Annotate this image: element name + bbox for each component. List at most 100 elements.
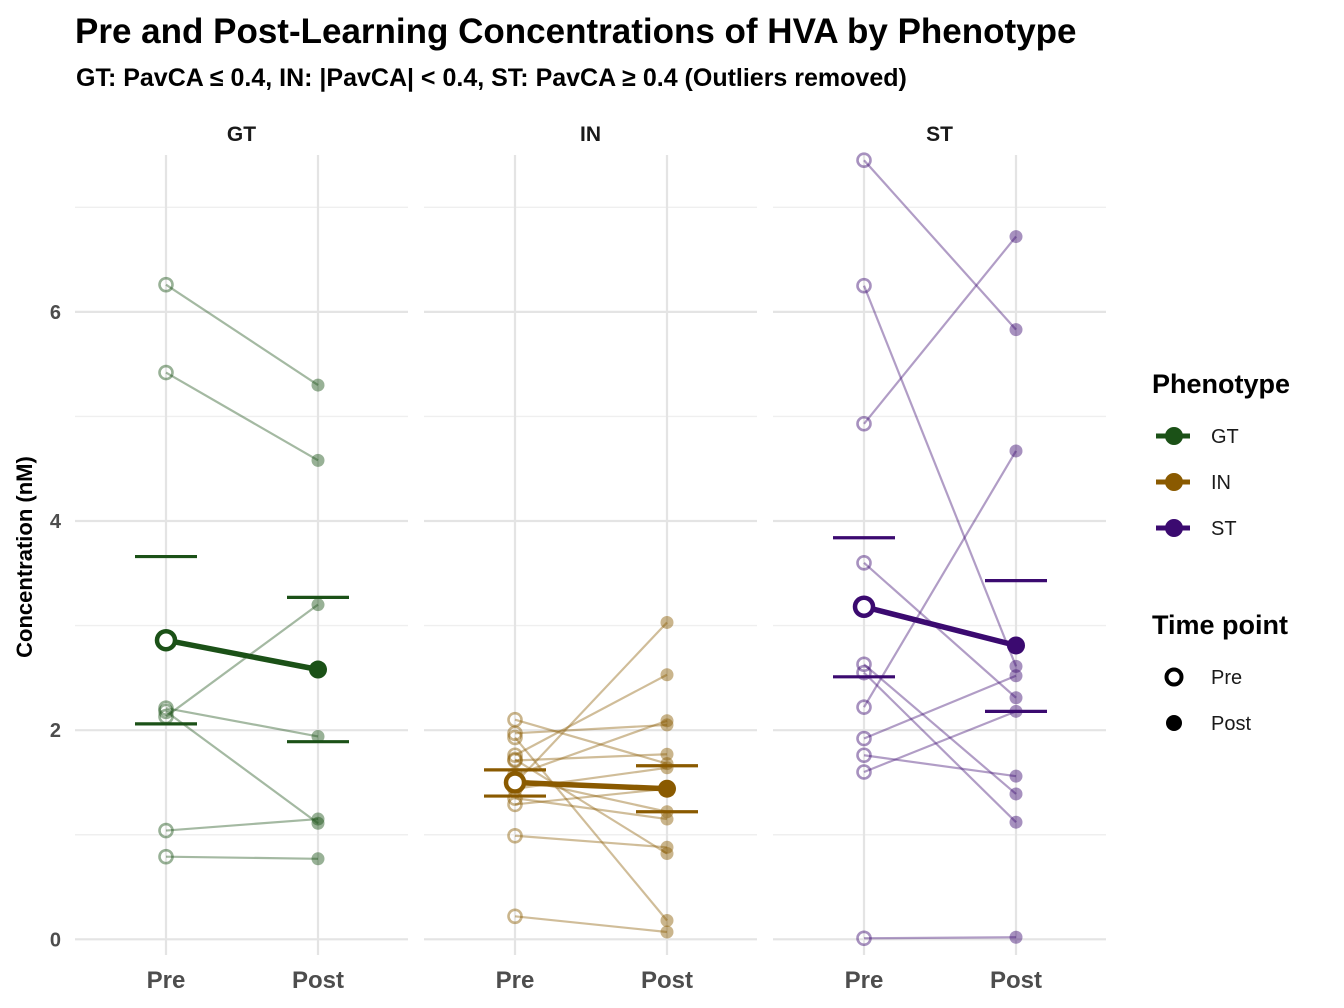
pre-point — [507, 751, 523, 768]
subject-line — [863, 674, 1017, 740]
pre-point — [507, 711, 523, 728]
facet-panel-in: IN Pre Post — [424, 123, 757, 994]
post-point — [1009, 669, 1023, 683]
subject-line — [863, 936, 1017, 940]
post-point — [311, 598, 325, 612]
subject-line — [165, 707, 319, 738]
post-point — [660, 615, 674, 629]
pre-point — [856, 152, 872, 169]
subject-line — [165, 817, 319, 832]
facet-label: IN — [580, 123, 601, 146]
facet-label: ST — [926, 123, 953, 146]
pre-point — [158, 822, 174, 839]
post-point — [660, 812, 674, 826]
subject-line — [514, 736, 668, 922]
subject-line — [165, 603, 319, 718]
post-point — [311, 453, 325, 467]
legend-label: Post — [1211, 713, 1251, 735]
pre-point — [158, 364, 174, 381]
chart-title: Pre and Post-Learning Concentrations of … — [75, 12, 1077, 51]
pre-point — [158, 276, 174, 293]
subject-line — [514, 753, 668, 762]
pre-point — [856, 656, 872, 673]
x-tick-label: Pre — [845, 967, 884, 994]
post-point — [311, 852, 325, 866]
pre-point — [158, 848, 174, 865]
mean-pre-point — [852, 595, 876, 619]
subject-line — [863, 671, 1017, 823]
post-point — [1009, 815, 1023, 829]
post-point — [660, 840, 674, 854]
subject-line — [862, 285, 1018, 667]
y-tick-label: 4 — [50, 511, 62, 533]
y-tick-label: 0 — [50, 929, 61, 951]
post-point — [660, 925, 674, 939]
subject-line — [165, 371, 319, 462]
subject-line — [863, 710, 1017, 774]
legend-title-phenotype: Phenotype — [1152, 369, 1290, 399]
subject-line — [514, 758, 668, 855]
post-point — [1009, 769, 1023, 783]
legend-key-point — [1165, 473, 1183, 491]
chart-subtitle: GT: PavCA ≤ 0.4, IN: |PavCA| < 0.4, ST: … — [76, 64, 907, 92]
mean-line — [514, 779, 668, 792]
facet-label: GT — [227, 123, 256, 146]
subject-line — [514, 673, 668, 757]
post-point — [1009, 323, 1023, 337]
subject-line — [514, 797, 668, 821]
pre-point — [507, 729, 523, 746]
legend-key-filled-circle — [1166, 715, 1182, 731]
post-point — [311, 729, 325, 743]
pre-point — [507, 752, 523, 769]
pre-point — [856, 730, 872, 747]
x-tick-label: Pre — [496, 967, 535, 994]
pre-point — [507, 827, 523, 844]
pre-point — [158, 703, 174, 720]
facet-panel-st: ST Pre Post — [773, 123, 1106, 994]
subject-line — [514, 787, 668, 806]
x-tick-label: Pre — [147, 967, 186, 994]
mean-line — [863, 604, 1017, 649]
pre-point — [856, 699, 872, 715]
pre-point — [507, 908, 523, 925]
legend-label: Pre — [1211, 667, 1242, 689]
legend-key-point — [1165, 427, 1183, 445]
mean-post-point — [658, 779, 676, 798]
post-point — [1009, 230, 1023, 244]
facet-panel-gt: GT Pre Post — [75, 123, 408, 994]
pre-point — [856, 664, 872, 681]
post-point — [311, 378, 325, 392]
mean-post-point — [1007, 636, 1025, 655]
pre-point — [507, 796, 523, 813]
mean-pre-point — [154, 628, 178, 652]
x-tick-label: Post — [641, 967, 693, 994]
subject-line — [514, 621, 668, 785]
pre-point — [507, 747, 523, 764]
y-tick-label: 2 — [50, 720, 61, 742]
legend: Phenotype GT IN ST Time point Pre Post — [1152, 369, 1290, 735]
subject-line — [165, 710, 319, 825]
mean-post-point — [309, 660, 327, 679]
gridlines — [773, 155, 1106, 955]
post-point — [660, 761, 674, 775]
post-point — [660, 913, 674, 927]
subject-line — [514, 719, 668, 777]
subject-line — [863, 235, 1017, 425]
subject-line — [165, 855, 319, 860]
post-point — [660, 718, 674, 732]
y-axis-ticks: 0 2 4 6 — [50, 302, 62, 951]
post-point — [1009, 691, 1023, 705]
post-point — [311, 816, 325, 830]
subject-line — [514, 718, 668, 765]
legend-key-open-circle — [1164, 667, 1184, 687]
pre-point — [856, 415, 872, 432]
pre-point — [856, 930, 872, 947]
pre-point — [856, 764, 872, 780]
x-tick-label: Post — [990, 967, 1042, 994]
y-tick-label: 6 — [50, 302, 61, 324]
post-point — [311, 812, 325, 826]
mean-line — [165, 637, 319, 673]
legend-label: IN — [1211, 472, 1231, 494]
pre-point — [856, 555, 872, 571]
